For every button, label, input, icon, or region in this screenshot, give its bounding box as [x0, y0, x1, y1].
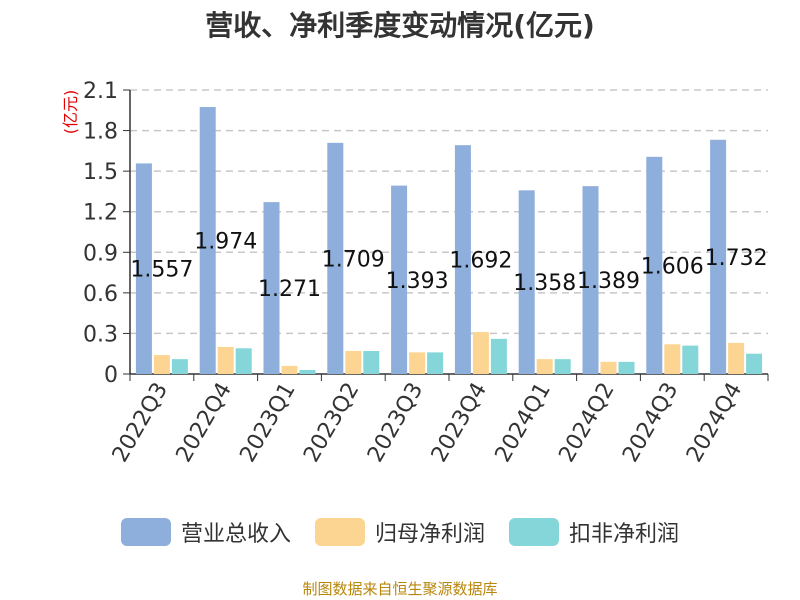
data-label: 1.557	[130, 258, 193, 283]
bar-2023Q3-1	[409, 352, 426, 374]
x-tick-label: 2023Q1	[235, 379, 300, 467]
y-tick-label: 0.6	[83, 282, 118, 307]
x-tick-label: 2023Q2	[299, 379, 364, 467]
y-tick-label: 0.9	[83, 241, 118, 266]
bar-2023Q1-2	[299, 369, 316, 374]
data-label: 1.393	[386, 269, 449, 294]
x-tick-label: 2022Q4	[172, 379, 237, 467]
legend-label-net-profit: 归母净利润	[374, 522, 485, 547]
data-label: 1.606	[641, 254, 704, 279]
x-tick-label: 2024Q2	[554, 379, 619, 467]
legend-label-revenue: 营业总收入	[180, 522, 291, 547]
bar-2022Q4-0	[199, 107, 216, 374]
bar-2024Q4-0	[710, 139, 727, 374]
data-label: 1.692	[449, 249, 512, 274]
legend-item-revenue[interactable]: 营业总收入	[120, 516, 291, 548]
legend: 营业总收入 归母净利润 扣非净利润	[0, 516, 800, 548]
data-label: 1.358	[513, 271, 576, 296]
y-tick-label: 0.3	[83, 322, 118, 347]
legend-swatch-net-profit	[314, 518, 365, 546]
legend-label-deducted-profit: 扣非净利润	[569, 522, 680, 547]
y-tick-label: 1.2	[83, 201, 118, 226]
bar-2023Q2-2	[363, 351, 380, 374]
bar-2024Q1-1	[536, 359, 553, 374]
x-tick-label: 2024Q3	[618, 379, 683, 467]
y-tick-label: 1.5	[83, 160, 118, 185]
source-note: 制图数据来自恒生聚源数据库	[302, 580, 498, 598]
y-axis-label: (亿元)	[61, 90, 80, 135]
bar-2024Q1-2	[554, 359, 571, 374]
bar-2022Q3-0	[135, 163, 152, 374]
bar-2023Q4-1	[472, 332, 489, 374]
y-tick-label: 1.8	[83, 120, 118, 145]
legend-item-net-profit[interactable]: 归母净利润	[314, 516, 485, 548]
bar-2022Q4-1	[217, 346, 234, 374]
bar-2024Q1-0	[518, 190, 535, 374]
x-tick-label: 2023Q4	[427, 379, 492, 467]
bar-2023Q1-1	[281, 365, 298, 374]
bar-2023Q2-0	[327, 142, 344, 374]
data-label: 1.389	[577, 269, 640, 294]
bar-2024Q3-1	[664, 344, 681, 374]
data-label: 1.974	[194, 230, 257, 255]
x-tick-label: 2022Q3	[108, 379, 173, 467]
data-label: 1.271	[258, 277, 321, 302]
x-tick-label: 2024Q1	[491, 379, 556, 467]
bar-2023Q4-0	[454, 145, 471, 374]
data-label: 1.732	[705, 246, 768, 271]
bar-2024Q3-0	[646, 156, 663, 374]
bar-2024Q4-1	[728, 342, 745, 374]
bar-2022Q3-1	[153, 355, 170, 374]
bar-2024Q4-2	[746, 353, 763, 374]
bar-2024Q2-1	[600, 361, 617, 374]
bar-2023Q1-0	[263, 202, 280, 374]
bar-2023Q3-0	[391, 185, 408, 374]
legend-swatch-revenue	[120, 518, 171, 546]
legend-swatch-deducted-profit	[509, 518, 559, 546]
x-tick-label: 2023Q3	[363, 379, 428, 467]
bar-2024Q3-2	[682, 345, 699, 374]
bar-2023Q4-2	[490, 338, 507, 374]
bar-2024Q2-2	[618, 361, 635, 374]
bar-2022Q3-2	[171, 359, 188, 374]
bar-2023Q3-2	[427, 352, 444, 374]
bar-2022Q4-2	[235, 348, 252, 374]
legend-item-deducted-profit[interactable]: 扣非净利润	[509, 516, 679, 548]
data-label: 1.709	[322, 247, 385, 272]
x-tick-label: 2024Q4	[682, 379, 747, 467]
y-tick-label: 0	[104, 363, 118, 388]
bar-2024Q2-0	[582, 186, 599, 374]
bar-2023Q2-1	[345, 351, 362, 374]
y-tick-label: 2.1	[83, 79, 118, 104]
chart-title: 营收、净利季度变动情况(亿元)	[205, 9, 595, 42]
